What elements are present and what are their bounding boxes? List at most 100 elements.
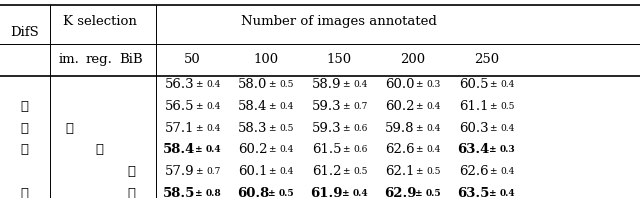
Text: 58.9: 58.9 (312, 78, 341, 91)
Text: 0.4: 0.4 (427, 145, 441, 154)
Text: 0.5: 0.5 (279, 189, 294, 198)
Text: ±: ± (268, 145, 276, 154)
Text: 59.8: 59.8 (385, 122, 415, 134)
Text: 56.3: 56.3 (164, 78, 194, 91)
Text: ±: ± (489, 189, 497, 198)
Text: 59.3: 59.3 (312, 100, 341, 113)
Text: ±: ± (415, 145, 423, 154)
Text: 58.4: 58.4 (163, 143, 195, 156)
Text: im.: im. (59, 53, 79, 66)
Text: ✓: ✓ (95, 143, 103, 156)
Text: ✓: ✓ (127, 165, 135, 178)
Text: 50: 50 (184, 53, 200, 66)
Text: reg.: reg. (86, 53, 113, 66)
Text: 59.3: 59.3 (312, 122, 341, 134)
Text: ✓: ✓ (20, 122, 28, 134)
Text: 63.4: 63.4 (458, 143, 490, 156)
Text: ✓: ✓ (20, 187, 28, 198)
Text: ±: ± (195, 124, 202, 132)
Text: 57.1: 57.1 (164, 122, 194, 134)
Text: ±: ± (342, 102, 349, 111)
Text: 61.9: 61.9 (310, 187, 342, 198)
Text: 62.6: 62.6 (385, 143, 415, 156)
Text: 0.6: 0.6 (353, 124, 367, 132)
Text: ±: ± (268, 189, 276, 198)
Text: ±: ± (342, 124, 349, 132)
Text: 61.5: 61.5 (312, 143, 341, 156)
Text: 250: 250 (474, 53, 499, 66)
Text: 60.5: 60.5 (459, 78, 488, 91)
Text: 0.7: 0.7 (206, 167, 220, 176)
Text: ±: ± (342, 145, 349, 154)
Text: 60.8: 60.8 (237, 187, 269, 198)
Text: ±: ± (489, 80, 497, 89)
Text: ±: ± (268, 124, 276, 132)
Text: ±: ± (195, 189, 202, 198)
Text: 0.4: 0.4 (206, 124, 220, 132)
Text: 0.5: 0.5 (280, 80, 294, 89)
Text: ±: ± (268, 80, 276, 89)
Text: ±: ± (489, 167, 497, 176)
Text: 60.2: 60.2 (238, 143, 268, 156)
Text: 0.4: 0.4 (280, 167, 294, 176)
Text: 150: 150 (326, 53, 352, 66)
Text: ±: ± (342, 80, 349, 89)
Text: DifS: DifS (10, 26, 38, 39)
Text: 62.1: 62.1 (385, 165, 415, 178)
Text: 63.5: 63.5 (458, 187, 490, 198)
Text: ±: ± (489, 124, 497, 132)
Text: 0.4: 0.4 (353, 189, 368, 198)
Text: 0.5: 0.5 (280, 124, 294, 132)
Text: 0.4: 0.4 (500, 80, 515, 89)
Text: 0.3: 0.3 (427, 80, 441, 89)
Text: 0.4: 0.4 (206, 80, 220, 89)
Text: ✓: ✓ (65, 122, 73, 134)
Text: 60.0: 60.0 (385, 78, 415, 91)
Text: ✓: ✓ (127, 187, 135, 198)
Text: 56.5: 56.5 (164, 100, 194, 113)
Text: 0.4: 0.4 (280, 145, 294, 154)
Text: 0.7: 0.7 (353, 102, 367, 111)
Text: ±: ± (195, 80, 202, 89)
Text: ±: ± (415, 124, 423, 132)
Text: ±: ± (415, 80, 423, 89)
Text: BiB: BiB (120, 53, 143, 66)
Text: 100: 100 (253, 53, 278, 66)
Text: 61.2: 61.2 (312, 165, 341, 178)
Text: 0.4: 0.4 (500, 189, 515, 198)
Text: ±: ± (342, 167, 349, 176)
Text: 0.4: 0.4 (280, 102, 294, 111)
Text: 0.4: 0.4 (206, 102, 220, 111)
Text: 61.1: 61.1 (459, 100, 488, 113)
Text: K selection: K selection (63, 15, 137, 28)
Text: 0.4: 0.4 (205, 145, 221, 154)
Text: 0.4: 0.4 (500, 124, 515, 132)
Text: 60.3: 60.3 (459, 122, 488, 134)
Text: 0.3: 0.3 (500, 145, 515, 154)
Text: 62.6: 62.6 (459, 165, 488, 178)
Text: 57.9: 57.9 (164, 165, 194, 178)
Text: 62.9: 62.9 (384, 187, 416, 198)
Text: 58.0: 58.0 (238, 78, 268, 91)
Text: ±: ± (489, 102, 497, 111)
Text: 0.5: 0.5 (500, 102, 515, 111)
Text: ±: ± (268, 102, 276, 111)
Text: 200: 200 (400, 53, 426, 66)
Text: ±: ± (489, 145, 497, 154)
Text: ±: ± (415, 102, 423, 111)
Text: 0.6: 0.6 (353, 145, 367, 154)
Text: ±: ± (195, 102, 202, 111)
Text: 0.4: 0.4 (427, 124, 441, 132)
Text: 60.1: 60.1 (238, 165, 268, 178)
Text: Number of images annotated: Number of images annotated (241, 15, 437, 28)
Text: 58.3: 58.3 (238, 122, 268, 134)
Text: ±: ± (195, 167, 202, 176)
Text: ±: ± (195, 145, 202, 154)
Text: 60.2: 60.2 (385, 100, 415, 113)
Text: 0.5: 0.5 (427, 167, 441, 176)
Text: 0.5: 0.5 (353, 167, 367, 176)
Text: ✓: ✓ (20, 100, 28, 113)
Text: 0.8: 0.8 (205, 189, 221, 198)
Text: 0.4: 0.4 (353, 80, 367, 89)
Text: ±: ± (415, 189, 423, 198)
